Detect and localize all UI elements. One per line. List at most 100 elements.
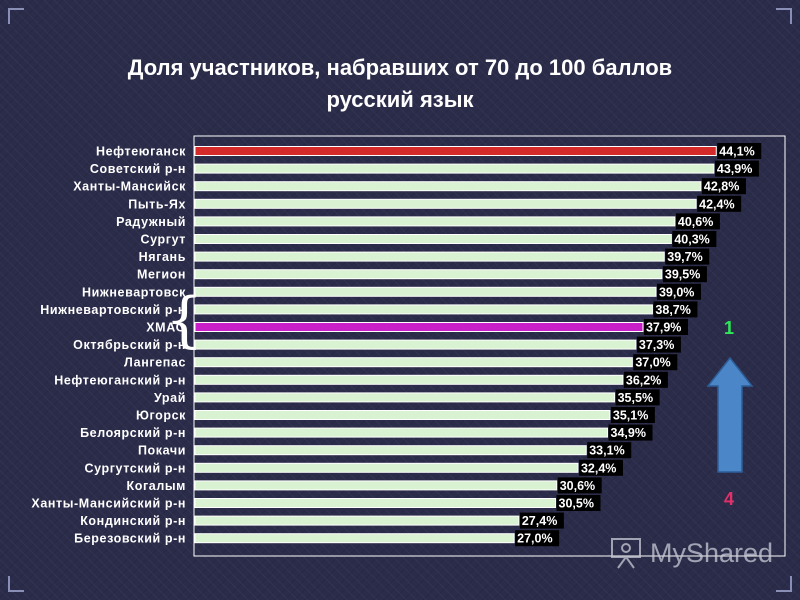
bar	[194, 198, 697, 209]
value-label: 27,4%	[522, 514, 557, 528]
category-label: Ханты-Мансийский р-н	[31, 497, 186, 511]
bar	[194, 445, 587, 456]
value-label-box	[636, 336, 681, 353]
rank-top-label: 1	[724, 318, 735, 338]
category-label: Сургут	[141, 233, 186, 247]
value-label-box	[610, 407, 655, 423]
value-label-box	[556, 495, 601, 511]
value-label: 30,6%	[560, 479, 595, 493]
bar	[194, 533, 515, 544]
category-label: Покачи	[138, 444, 186, 458]
chart-title: Доля участников, набравших от 70 до 100 …	[60, 52, 740, 116]
value-label: 35,1%	[613, 409, 648, 423]
bar	[194, 462, 579, 473]
value-label-box	[717, 143, 762, 159]
watermark-text: MyShared	[650, 537, 774, 568]
value-label: 36,2%	[626, 373, 661, 387]
bar	[194, 374, 624, 385]
brace-mark: {	[165, 285, 204, 355]
bar	[194, 322, 644, 332]
value-label: 27,0%	[517, 532, 552, 546]
category-label: Нефтеюганский р-н	[54, 373, 186, 387]
value-label: 33,1%	[589, 444, 624, 458]
value-label-box	[519, 512, 564, 529]
bar	[194, 515, 520, 526]
value-label-box	[633, 354, 678, 371]
bar	[194, 480, 558, 491]
value-label-box	[643, 319, 688, 335]
bar	[194, 392, 616, 403]
category-label: Лангепас	[124, 356, 186, 370]
bar	[194, 251, 665, 262]
value-label-box	[653, 301, 698, 318]
value-label: 39,7%	[667, 250, 702, 264]
value-label-box	[675, 213, 720, 230]
category-label: Сургутский р-н	[84, 461, 186, 475]
value-label-box	[515, 530, 560, 547]
presentation-board-icon	[611, 538, 641, 569]
value-label: 42,8%	[704, 180, 739, 194]
value-label-box	[623, 371, 668, 388]
category-label: Белоярский р-н	[80, 426, 186, 440]
bar	[194, 498, 557, 508]
bar	[194, 146, 717, 156]
value-label-box	[701, 178, 746, 195]
category-label: Урай	[154, 391, 186, 405]
value-label: 40,6%	[678, 215, 713, 229]
category-label: Советский р-н	[90, 162, 186, 176]
chart-title-line1: Доля участников, набравших от 70 до 100 …	[127, 55, 673, 80]
value-label: 37,3%	[639, 338, 674, 352]
value-label-box	[578, 459, 623, 476]
value-label-box	[672, 231, 717, 247]
rank-bottom-label: 4	[724, 489, 735, 509]
up-arrow-icon	[706, 356, 754, 473]
value-label-box	[615, 389, 660, 406]
value-label: 32,4%	[581, 461, 616, 475]
value-label: 39,0%	[659, 285, 694, 299]
chart-title-line2: русский язык	[326, 87, 474, 112]
bar	[194, 181, 702, 192]
value-label: 44,1%	[719, 145, 754, 159]
watermark: MyShared	[608, 536, 773, 570]
category-label: Югорск	[136, 409, 186, 423]
value-label: 37,9%	[646, 321, 681, 335]
value-label-box	[714, 160, 759, 177]
category-label: Нижневартовский р-н	[40, 303, 186, 317]
bar	[194, 286, 657, 297]
category-label: Радужный	[116, 215, 186, 229]
bar	[194, 410, 611, 420]
category-label: Березовский р-н	[74, 532, 186, 546]
value-label: 34,9%	[611, 426, 646, 440]
value-label: 39,5%	[665, 268, 700, 282]
bar	[194, 163, 715, 174]
value-label: 43,9%	[717, 162, 752, 176]
category-label: Нефтеюганск	[96, 145, 186, 159]
category-label: Когалым	[127, 479, 187, 493]
value-label-box	[557, 477, 602, 494]
value-label-box	[665, 248, 710, 265]
category-label: Кондинский р-н	[80, 514, 186, 528]
frame-corner-bottom-left	[8, 576, 24, 592]
value-label: 38,7%	[655, 303, 690, 317]
value-label: 42,4%	[699, 197, 734, 211]
bar	[194, 357, 633, 368]
bar	[194, 427, 609, 438]
category-label: Нягань	[139, 250, 186, 264]
value-label: 37,0%	[635, 356, 670, 370]
category-label: Октябрьский р-н	[73, 338, 186, 352]
value-label-box	[656, 283, 701, 300]
frame-corner-bottom-right	[776, 576, 792, 592]
value-label: 35,5%	[618, 391, 653, 405]
category-label: Мегион	[137, 268, 186, 282]
category-label: ХМАО	[146, 321, 186, 335]
value-label-box	[587, 442, 632, 459]
bar	[194, 216, 676, 227]
value-label-box	[608, 424, 653, 441]
plot-area	[193, 135, 786, 557]
bar	[194, 269, 663, 280]
value-label: 40,3%	[674, 233, 709, 247]
frame-corner-top-right	[776, 8, 792, 24]
bar	[194, 339, 637, 350]
value-label-box	[662, 266, 707, 283]
